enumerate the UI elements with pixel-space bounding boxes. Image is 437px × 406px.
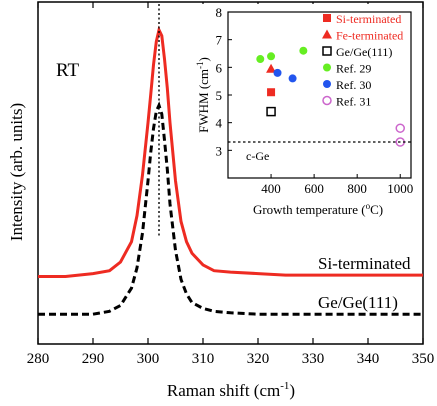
inset-point-fe-terminated (266, 63, 277, 73)
inset-x-axis-label: Growth temperature (oC) (253, 201, 383, 217)
inset-y-tick-label: 5 (216, 88, 223, 103)
inset-point-ref-29 (299, 46, 308, 55)
inset-y-tick-label: 6 (216, 60, 223, 75)
legend-marker-ref-30 (323, 80, 331, 88)
inset-y-axis-label-sup: -1 (195, 61, 205, 69)
main-x-tick-label: 320 (247, 351, 270, 367)
inset-background (178, 4, 418, 180)
legend-marker-ge-ge-111 (322, 46, 332, 56)
inset-y-axis-label-text: FWHM (cm (196, 69, 211, 133)
main-x-tick-label: 310 (192, 351, 215, 367)
legend-label-ref-30: Ref. 30 (336, 78, 371, 92)
legend-label-ref-31: Ref. 31 (336, 95, 371, 109)
main-x-axis-label-sup: -1 (280, 380, 289, 392)
main-x-tick-label: 340 (357, 351, 380, 367)
main-x-axis-label-end: ) (289, 381, 295, 400)
main-annotation-rt: RT (56, 60, 80, 81)
main-x-tick-label: 330 (302, 351, 325, 367)
inset-x-tick-label: 400 (261, 181, 281, 196)
legend-marker-si-terminated (323, 14, 331, 22)
legend-marker-ref-29 (323, 63, 331, 72)
inset-x-axis-label-text: Growth temperature ( (253, 202, 366, 217)
inset-x-tick-label: 600 (304, 181, 324, 196)
main-x-tick-label: 350 (412, 351, 435, 367)
inset-point-ge-ge-111 (266, 106, 276, 117)
main-x-tick-label: 300 (137, 351, 160, 367)
series-label-ge-ge111: Ge/Ge(111) (318, 293, 398, 312)
inset-point-si-terminated (267, 88, 276, 97)
main-y-axis-label: Intensity (arb. units) (7, 103, 26, 241)
inset-y-tick-label: 4 (216, 116, 223, 131)
legend-label-fe-terminated: Fe-terminated (336, 29, 403, 43)
legend-marker-fe-terminated (322, 29, 332, 39)
inset-x-axis-label-end: C) (370, 202, 383, 217)
inset-point-ref-30 (288, 74, 297, 83)
inset-y-tick-label: 8 (216, 5, 223, 20)
inset-point-ref-29 (267, 52, 276, 61)
inset-x-tick-label: 800 (347, 181, 367, 196)
legend-label-ge-ge-111: Ge/Ge(111) (336, 45, 392, 59)
series-label-si-terminated: Si-terminated (318, 254, 411, 273)
series-line-si-terminated (38, 25, 423, 278)
inset-legend: Si-terminated Fe-terminated Ge/Ge(111) Ref.… (322, 12, 403, 109)
legend-label-ref-29: Ref. 29 (336, 62, 371, 76)
inset-y-axis-label: FWHM (cm-1) (195, 57, 211, 133)
inset-point-ref-30 (273, 68, 282, 77)
main-x-axis-label-text: Raman shift (cm (167, 381, 280, 400)
inset-ticks: 400 600 800 1000 3 4 5 6 7 8 (216, 5, 414, 196)
inset-point-ref-31 (395, 123, 405, 133)
main-x-tick-label: 290 (82, 351, 105, 367)
series-line-ge-ge-111 (38, 101, 423, 316)
legend-label-si-terminated: Si-terminated (336, 12, 401, 26)
inset-y-tick-label: 7 (216, 33, 223, 48)
inset-y-tick-label: 3 (216, 143, 223, 158)
inset-x-axis-label-sup: o (366, 201, 371, 211)
main-series-group (38, 4, 423, 316)
inset-reference-label: c-Ge (246, 149, 269, 163)
legend-marker-ref-31 (322, 95, 332, 106)
inset-point-ref-29 (256, 55, 265, 64)
main-x-axis-label: Raman shift (cm-1) (167, 380, 295, 400)
main-plot-frame (37, 1, 424, 345)
main-x-tick-label: 280 (27, 351, 50, 367)
inset-x-tick-label: 1000 (387, 181, 413, 196)
inset-y-axis-label-end: ) (196, 57, 211, 61)
